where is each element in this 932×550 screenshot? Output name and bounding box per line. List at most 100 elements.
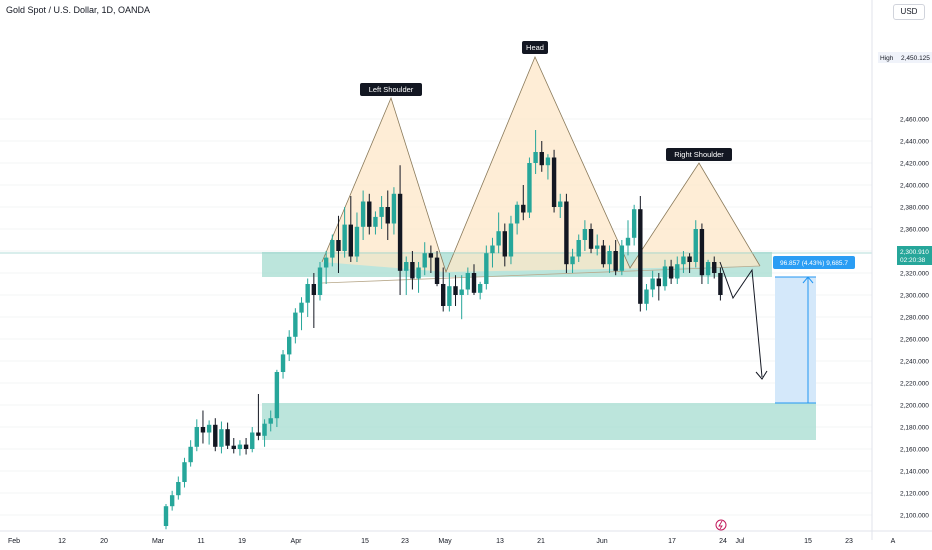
x-tick-label: 17 <box>668 538 676 545</box>
candle <box>675 256 680 284</box>
candle <box>551 149 557 213</box>
candle-body <box>379 207 384 217</box>
candle-body <box>662 266 668 287</box>
candle-body <box>256 432 261 436</box>
candle-body <box>705 262 711 276</box>
x-tick-label: Jun <box>596 538 607 545</box>
x-tick-label: Apr <box>291 538 303 545</box>
candle-body <box>213 424 218 447</box>
candle-body <box>558 201 563 207</box>
candle <box>582 220 588 251</box>
candle <box>607 245 612 273</box>
candle-body <box>545 157 551 166</box>
candle <box>631 204 637 246</box>
x-tick-label: 23 <box>401 538 409 545</box>
candle <box>588 223 594 254</box>
candle <box>311 273 317 328</box>
candle <box>213 418 218 452</box>
candle-body <box>367 201 372 227</box>
measure-box <box>775 277 816 403</box>
candle <box>274 369 280 427</box>
candle <box>293 308 298 344</box>
candle-body <box>206 424 212 433</box>
x-tick-label: 11 <box>197 538 204 545</box>
candle-body <box>471 273 477 293</box>
candle <box>237 440 243 456</box>
candle <box>268 410 273 432</box>
candle-body <box>588 229 594 249</box>
current-price-tag <box>897 246 932 265</box>
candle <box>601 240 606 268</box>
candle <box>496 212 501 254</box>
candle-body <box>675 264 680 279</box>
candle <box>176 476 181 500</box>
y-tick-label: 2,100.000 <box>900 513 929 520</box>
candle <box>656 273 661 301</box>
y-tick-label: 2,220.000 <box>900 381 929 388</box>
candle-body <box>502 231 507 257</box>
currency-button[interactable]: USD <box>893 4 925 20</box>
candle <box>447 273 452 312</box>
candle <box>194 419 199 452</box>
candle <box>434 251 440 287</box>
head-label-badge <box>522 41 548 54</box>
candle-body <box>317 267 323 295</box>
candle <box>662 259 668 291</box>
candle <box>404 256 409 295</box>
candle <box>262 419 267 447</box>
candle-body <box>311 284 317 295</box>
x-tick-label: 12 <box>58 538 66 545</box>
y-tick-label: 2,120.000 <box>900 491 929 498</box>
candle <box>416 262 421 293</box>
candle-body <box>465 273 471 290</box>
candle-body <box>237 444 243 449</box>
x-tick-label: Mar <box>152 538 165 545</box>
candle-body <box>551 157 557 207</box>
candle-body <box>631 209 637 238</box>
y-tick-label: 2,420.000 <box>900 161 929 168</box>
candle-body <box>619 245 625 271</box>
candle-body <box>416 267 421 279</box>
candle-body <box>539 152 544 166</box>
candle-body <box>453 286 458 295</box>
y-tick-label: 2,320.000 <box>900 271 929 278</box>
candle-body <box>188 446 193 463</box>
candle-body <box>681 256 686 265</box>
candle-body <box>576 240 581 257</box>
candle <box>397 165 403 295</box>
candle <box>200 410 206 444</box>
candle <box>650 270 655 298</box>
candle <box>219 421 224 454</box>
candle <box>379 196 384 229</box>
candle <box>527 157 532 218</box>
candle-body <box>570 256 575 265</box>
high-value: 2,450.125 <box>901 55 930 62</box>
candle <box>453 275 458 306</box>
candle-body <box>447 286 452 306</box>
candle-body <box>305 284 310 303</box>
candle <box>625 220 631 256</box>
x-tick-label: 19 <box>238 538 246 545</box>
candle-body <box>527 163 532 213</box>
candle <box>533 130 538 174</box>
x-tick-label: 24 <box>719 538 727 545</box>
candle-body <box>360 201 366 227</box>
y-tick-label: 2,160.000 <box>900 447 929 454</box>
candle <box>348 196 353 262</box>
candle <box>514 201 520 235</box>
candle <box>287 330 292 361</box>
candle <box>169 490 175 511</box>
candle-body <box>601 245 606 265</box>
price-countdown: 02:20:38 <box>900 257 926 264</box>
candle-body <box>484 253 489 284</box>
candle <box>459 275 464 320</box>
candle-body <box>330 240 335 258</box>
candle <box>490 237 495 268</box>
candle-body <box>293 312 298 337</box>
y-tick-label: 2,440.000 <box>900 139 929 146</box>
high-marker-bg <box>878 52 932 63</box>
candle-body <box>638 209 643 304</box>
y-tick-label: 2,260.000 <box>900 337 929 344</box>
candle <box>558 193 563 218</box>
